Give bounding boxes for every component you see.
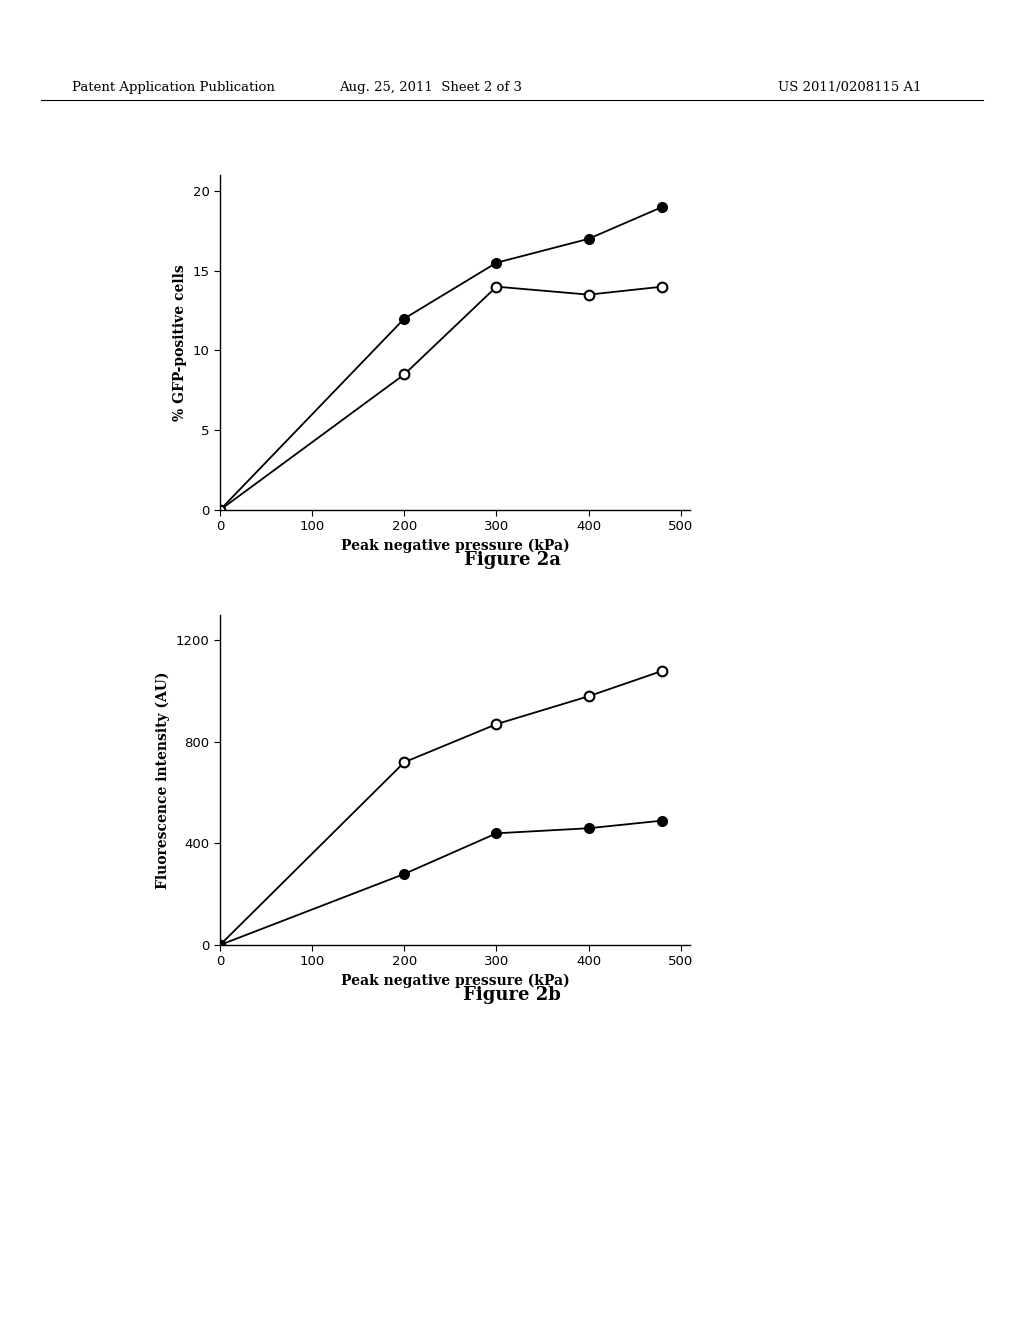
Y-axis label: Fluorescence intensity (AU): Fluorescence intensity (AU) bbox=[156, 672, 170, 888]
Text: Patent Application Publication: Patent Application Publication bbox=[72, 82, 274, 95]
Text: Figure 2a: Figure 2a bbox=[464, 550, 560, 569]
X-axis label: Peak negative pressure (kPa): Peak negative pressure (kPa) bbox=[341, 974, 569, 989]
X-axis label: Peak negative pressure (kPa): Peak negative pressure (kPa) bbox=[341, 539, 569, 553]
Y-axis label: % GFP-positive cells: % GFP-positive cells bbox=[173, 264, 187, 421]
Text: US 2011/0208115 A1: US 2011/0208115 A1 bbox=[778, 82, 922, 95]
Text: Figure 2b: Figure 2b bbox=[463, 986, 561, 1005]
Text: Aug. 25, 2011  Sheet 2 of 3: Aug. 25, 2011 Sheet 2 of 3 bbox=[339, 82, 521, 95]
